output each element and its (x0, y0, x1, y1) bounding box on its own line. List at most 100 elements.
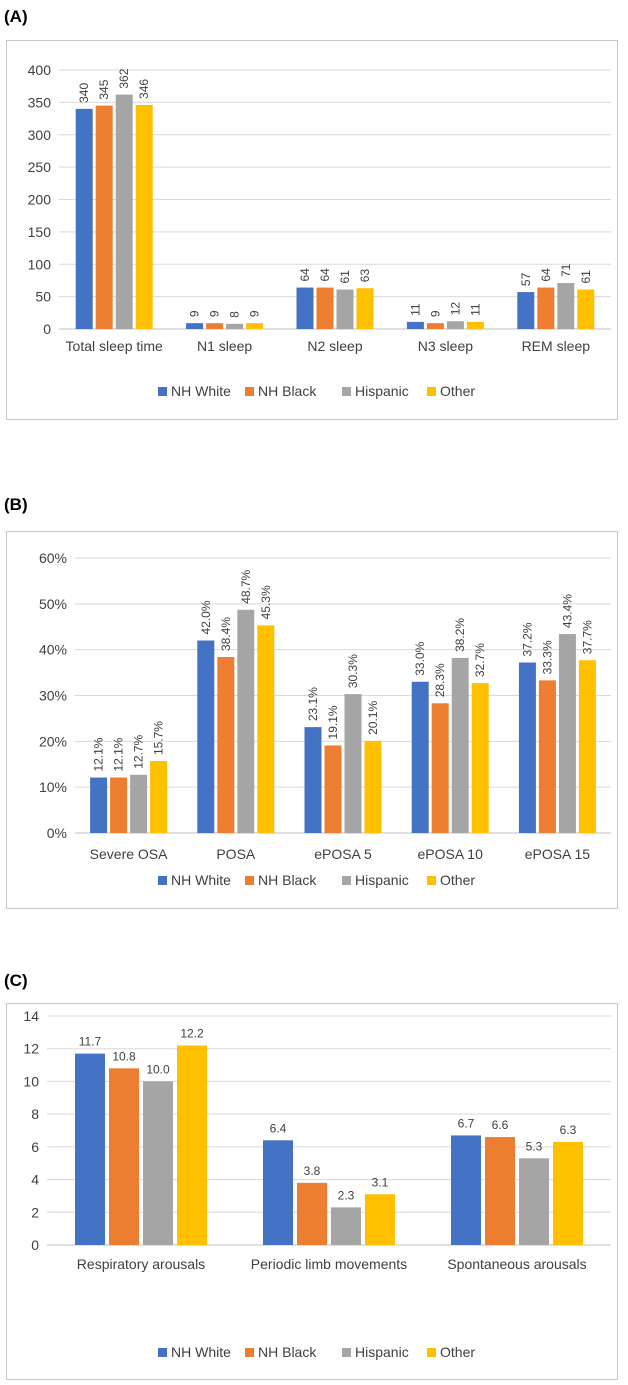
chart-b-bar-other-eposa-15 (578, 660, 596, 833)
chart-a-category-label: N1 sleep (197, 338, 252, 354)
chart-a-bar-nh-black-rem-sleep (537, 287, 555, 329)
chart-b-data-label: 45.3% (259, 585, 273, 619)
chart-a-legend-label-hispanic: Hispanic (355, 383, 409, 399)
chart-c-legend-swatch-hispanic (342, 1348, 351, 1357)
chart-c-data-label: 3.8 (304, 1164, 321, 1178)
chart-b-bar-hispanic-posa (237, 609, 255, 833)
chart-a-y-tick-label: 0 (43, 321, 51, 337)
chart-a-bar-hispanic-rem-sleep (557, 283, 575, 329)
chart-c-data-label: 3.1 (372, 1175, 389, 1189)
chart-b-data-label: 12.1% (92, 737, 106, 771)
chart-panel-b: 0% 10% 20% 30% 40% 50% 60% 12.1% 12.1% 12.7% 15.7%… (6, 531, 618, 909)
chart-b-data-label: 37.7% (580, 620, 594, 654)
chart-b-data-label: 20.1% (366, 701, 380, 735)
chart-a-legend-swatch-nh-white (158, 387, 167, 396)
chart-a-category-label: N2 sleep (307, 338, 362, 354)
chart-b-y-tick-label: 20% (39, 733, 67, 749)
chart-c-y-tick-label: 10 (23, 1073, 39, 1089)
chart-b-data-label: 15.7% (152, 721, 166, 755)
chart-a-bar-nh-white-rem-sleep (517, 292, 535, 329)
chart-c-data-label: 10.8 (112, 1049, 136, 1063)
chart-c-y-tick-label: 14 (23, 1008, 39, 1024)
panel-c-label: (C) (4, 971, 28, 990)
chart-a-data-label: 11 (468, 303, 482, 316)
chart-b-bar-nh-white-eposa-10 (411, 681, 429, 833)
chart-b-data-label: 19.1% (326, 705, 340, 739)
chart-c-bar-nh-black-respiratory-arousals (109, 1068, 139, 1245)
chart-c-bar-nh-white-respiratory-arousals (75, 1053, 105, 1245)
chart-c-data-label: 5.3 (526, 1139, 543, 1153)
chart-a-data-label: 63 (358, 269, 372, 283)
chart-c-legend-swatch-nh-white (158, 1348, 167, 1357)
chart-a-legend-label-other: Other (440, 383, 475, 399)
chart-b-data-label: 28.3% (433, 663, 447, 697)
chart-b-bar-other-eposa-10 (471, 683, 489, 833)
chart-a-y-tick-label: 150 (28, 224, 52, 240)
chart-c-category-label: Periodic limb movements (251, 1256, 407, 1272)
chart-a-bar-nh-white-n1-sleep (186, 323, 204, 329)
chart-c-y-tick-label: 12 (23, 1041, 39, 1057)
chart-b-bar-nh-white-posa (197, 640, 215, 833)
chart-a-data-label: 64 (318, 268, 332, 282)
chart-c-legend-label-hispanic: Hispanic (355, 1344, 409, 1360)
panel-b-label: (B) (4, 495, 28, 514)
chart-b-category-label: ePOSA 5 (314, 846, 372, 862)
chart-c-category-label: Spontaneous arousals (447, 1256, 586, 1272)
chart-panel-a: 0 50 100 150 200 250 300 350 400 340 345 362 346 Tota… (6, 40, 618, 420)
chart-a-y-tick-label: 300 (28, 127, 52, 143)
chart-a-data-label: 8 (228, 311, 242, 318)
chart-b-legend-label-nh-white: NH White (171, 872, 231, 888)
chart-a-bar-nh-white-n2-sleep (296, 287, 314, 329)
chart-c-data-label: 6.4 (270, 1121, 287, 1135)
chart-b-data-label: 33.3% (540, 640, 554, 674)
chart-b-category-label: ePOSA 10 (418, 846, 484, 862)
chart-a-data-label: 346 (137, 79, 151, 99)
chart-c-legend-swatch-nh-black (245, 1348, 254, 1357)
chart-b-category-label: ePOSA 15 (525, 846, 591, 862)
chart-a-bar-nh-black-n2-sleep (316, 287, 334, 329)
chart-b-y-tick-label: 40% (39, 642, 67, 658)
chart-b-data-label: 38.2% (453, 618, 467, 652)
chart-a-data-label: 57 (519, 272, 533, 286)
chart-c-bar-nh-white-spontaneous-arousals (451, 1135, 481, 1245)
chart-b-data-label: 37.2% (520, 622, 534, 656)
panel-a-label: (A) (4, 7, 28, 26)
chart-c-data-label: 10.0 (146, 1062, 170, 1076)
chart-a-category-label: N3 sleep (418, 338, 473, 354)
chart-c-y-tick-label: 8 (31, 1106, 39, 1122)
chart-b-bar-hispanic-eposa-5 (344, 694, 362, 833)
chart-b-data-label: 12.1% (112, 737, 126, 771)
chart-a-data-label: 12 (448, 302, 462, 316)
chart-b-data-label: 12.7% (132, 734, 146, 768)
chart-a-data-label: 340 (77, 83, 91, 103)
chart-b-legend-swatch-nh-black (245, 876, 254, 885)
chart-a-data-label: 362 (117, 68, 131, 88)
chart-c-bar-nh-white-periodic-limb-movements (263, 1140, 293, 1245)
chart-b-legend-swatch-hispanic (342, 876, 351, 885)
chart-a-data-label: 61 (579, 270, 593, 284)
chart-b-legend-label-hispanic: Hispanic (355, 872, 409, 888)
chart-b-category-label: POSA (216, 846, 256, 862)
chart-a-bar-other-n2-sleep (356, 288, 374, 329)
chart-a-category-label: REM sleep (522, 338, 591, 354)
chart-c-bar-other-respiratory-arousals (177, 1045, 207, 1245)
chart-b-svg: 0% 10% 20% 30% 40% 50% 60% 12.1% 12.1% 12.7% 15.7%… (39, 550, 611, 888)
chart-a-bar-hispanic-n3-sleep (446, 321, 464, 329)
chart-b-bar-other-eposa-5 (364, 740, 382, 833)
chart-c-legend-label-nh-white: NH White (171, 1344, 231, 1360)
chart-a-bar-nh-black-n1-sleep (206, 323, 224, 329)
chart-b-bar-nh-white-eposa-5 (304, 727, 322, 833)
chart-c-data-label: 6.6 (492, 1118, 509, 1132)
chart-b-bar-other-severe-osa (150, 761, 168, 833)
chart-b-bar-hispanic-severe-osa (130, 774, 148, 833)
chart-a-bar-other-n1-sleep (246, 323, 264, 329)
chart-a-y-tick-label: 100 (28, 256, 52, 272)
chart-b-y-tick-label: 10% (39, 779, 67, 795)
chart-panel-c: 0 2 4 6 8 10 12 14 11.7 10.8 10.0 12.2 Respiratory a… (6, 1003, 618, 1380)
chart-c-bar-hispanic-spontaneous-arousals (519, 1158, 549, 1245)
chart-c-data-label: 11.7 (79, 1035, 102, 1049)
chart-c-bar-other-spontaneous-arousals (553, 1141, 583, 1245)
chart-c-y-tick-label: 0 (31, 1237, 39, 1253)
chart-b-legend-swatch-nh-white (158, 876, 167, 885)
chart-b-bar-nh-black-severe-osa (110, 777, 128, 833)
